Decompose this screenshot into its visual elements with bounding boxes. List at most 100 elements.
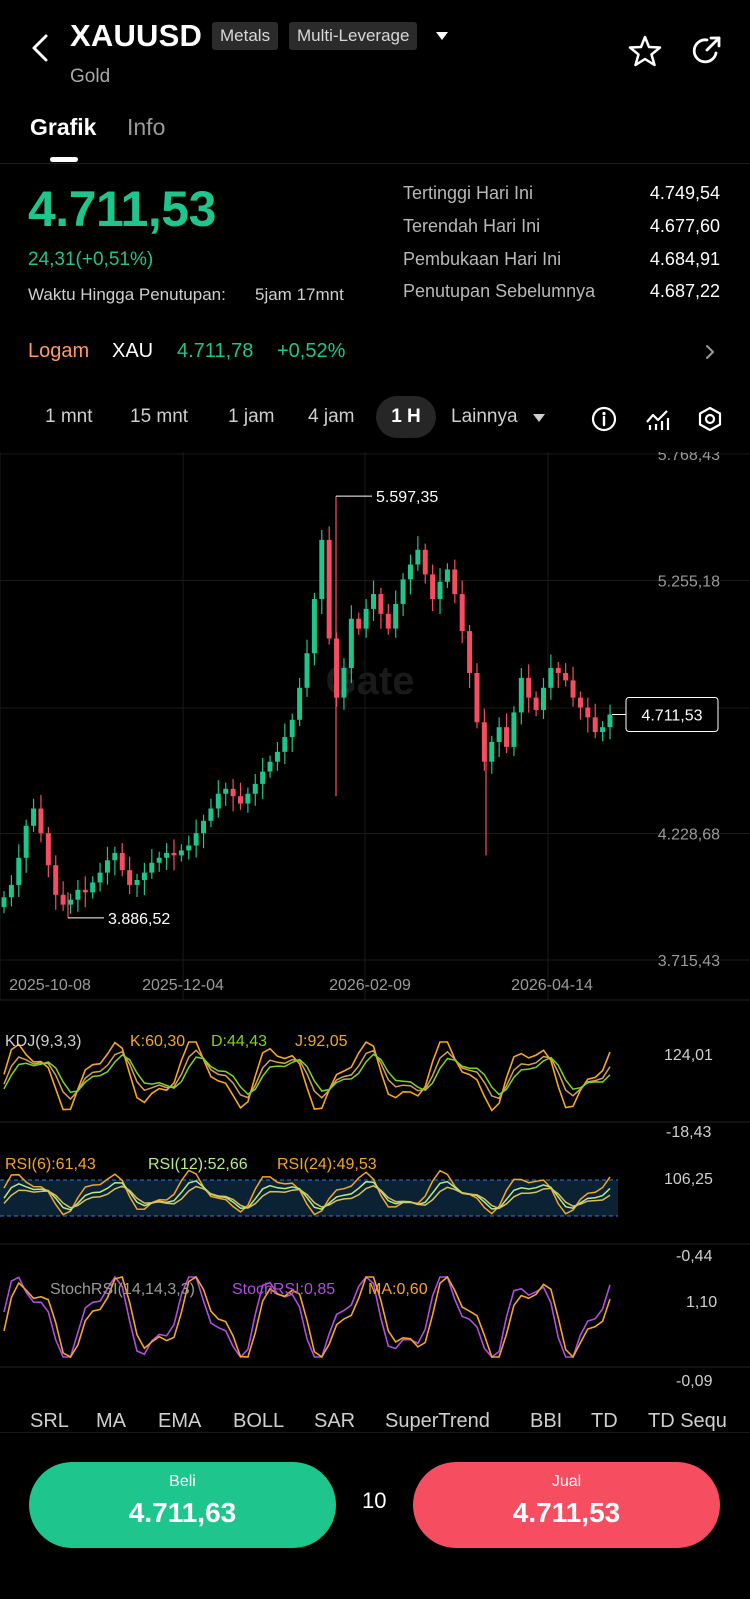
stochrsi-name: StochRSI(14,14,3,3) <box>50 1281 195 1298</box>
rsi12-line <box>3 1180 611 1211</box>
candle-body <box>223 788 229 794</box>
chevron-right-icon[interactable] <box>703 343 717 361</box>
indicator-tab-supertrend[interactable]: SuperTrend <box>385 1410 490 1432</box>
stat-open-label: Pembukaan Hari Ini <box>403 249 562 269</box>
candle-body <box>97 872 103 883</box>
timeframe-4h[interactable]: 4 jam <box>308 406 355 427</box>
sell-price: 4.711,53 <box>512 1497 621 1528</box>
price-chart[interactable]: Gate 5.768,43 5.255,18 4.228,68 3.715,43 20… <box>0 452 750 1412</box>
indicator-tab-bbi[interactable]: BBI <box>530 1410 563 1432</box>
candle-body <box>400 579 406 604</box>
y-tick-label: 5.255,18 <box>658 574 720 591</box>
candle-body <box>378 594 384 614</box>
candle-body <box>540 687 546 710</box>
indicator-tab-boll[interactable]: BOLL <box>233 1410 285 1432</box>
indicator-panels <box>0 1040 618 1359</box>
candle-body <box>437 581 443 600</box>
last-price: 4.711,53 <box>28 181 216 237</box>
timeframe-1h[interactable]: 1 jam <box>228 406 275 427</box>
related-price: 4.711,78 <box>177 340 254 362</box>
candle-body <box>45 833 51 866</box>
back-arrow-icon[interactable] <box>28 30 52 66</box>
settings-icon[interactable] <box>697 406 723 432</box>
candle-body <box>459 594 465 632</box>
candles <box>1 496 613 918</box>
candle-body <box>533 697 539 710</box>
buy-price: 4.711,63 <box>128 1497 237 1528</box>
candle-body <box>496 727 502 742</box>
sell-button[interactable]: Jual 4.711,53 <box>413 1462 720 1548</box>
rsi-band <box>0 1180 618 1216</box>
candle-body <box>555 668 561 673</box>
y-tick-label: 4.228,68 <box>658 827 720 844</box>
stochrsi-top: 1,10 <box>686 1294 718 1311</box>
indicator-tab-td-sequential[interactable]: TD Sequ <box>648 1410 727 1432</box>
candle-body <box>282 737 288 752</box>
indicator-tab-td[interactable]: TD <box>591 1410 618 1432</box>
candle-body <box>186 845 192 851</box>
indicator-tab-ema[interactable]: EMA <box>158 1410 202 1432</box>
stat-prev-close-label: Penutupan Sebelumnya <box>403 281 596 301</box>
divider <box>0 163 750 164</box>
leverage-badge: Multi-Leverage <box>289 22 418 50</box>
indicator-tab-ma[interactable]: MA <box>96 1410 126 1432</box>
candle-body <box>422 549 428 575</box>
price-change: 24,31(+0,51%) <box>28 249 154 270</box>
candle-body <box>326 539 332 639</box>
buy-button[interactable]: Beli 4.711,63 <box>29 1462 336 1548</box>
quantity[interactable]: 10 <box>362 1488 387 1513</box>
candle-body <box>119 852 125 871</box>
candle-body <box>467 631 473 673</box>
candle-body <box>193 833 199 846</box>
y-tick-label: 5.768,43 <box>658 452 720 464</box>
star-icon[interactable] <box>628 34 662 68</box>
candle-body <box>38 808 44 834</box>
stochrsi-bottom: -0,09 <box>676 1373 713 1390</box>
candle-body <box>407 564 413 580</box>
candle-body <box>393 603 399 629</box>
info-icon[interactable] <box>591 406 617 432</box>
buy-label: Beli <box>169 1473 196 1490</box>
candle-body <box>548 668 554 688</box>
candle-body <box>208 808 214 821</box>
indicator-tab-srl[interactable]: SRL <box>30 1410 69 1432</box>
stat-low-value: 4.677,60 <box>649 216 720 236</box>
candle-body <box>274 751 280 762</box>
timeframe-more[interactable]: Lainnya <box>451 406 518 427</box>
candle-body <box>348 618 354 669</box>
candle-body <box>356 618 362 629</box>
timeframe-15m[interactable]: 15 mnt <box>130 406 189 427</box>
chevron-down-icon[interactable] <box>434 28 450 44</box>
indicator-tab-sar[interactable]: SAR <box>314 1410 356 1432</box>
kdj-j-line <box>3 1040 611 1112</box>
candle-body <box>75 889 81 900</box>
stat-open-value: 4.684,91 <box>649 249 720 269</box>
related-change: +0,52% <box>277 340 346 362</box>
chart-annotations: 5.597,35 3.886,52 4.711,53 <box>68 489 719 928</box>
rsi6: RSI(6):61,43 <box>5 1156 96 1173</box>
related-category[interactable]: Logam <box>28 340 90 362</box>
stat-high-value: 4.749,54 <box>649 183 720 203</box>
indicator-icon[interactable] <box>645 406 671 432</box>
candle-body <box>311 599 317 654</box>
rsi24: RSI(24):49,53 <box>277 1156 377 1173</box>
rsi-top: 106,25 <box>664 1171 713 1188</box>
timeframe-1m[interactable]: 1 mnt <box>45 406 93 427</box>
candle-body <box>526 677 532 698</box>
chart-grid <box>0 452 750 1368</box>
high-marker-label: 5.597,35 <box>376 489 438 506</box>
related-symbol[interactable]: XAU <box>112 340 154 362</box>
tab-info[interactable]: Info <box>127 114 166 140</box>
candle-body <box>60 894 66 905</box>
time-to-close-label: Waktu Hingga Penutupan: <box>28 285 226 304</box>
candle-body <box>607 714 613 728</box>
timeframe-1d[interactable]: 1 H <box>376 396 436 438</box>
tab-grafik[interactable]: Grafik <box>30 114 97 140</box>
candle-body <box>363 608 369 629</box>
share-icon[interactable] <box>690 34 724 68</box>
kdj-name: KDJ(9,3,3) <box>5 1033 82 1050</box>
rsi6-line <box>3 1169 611 1216</box>
candle-body <box>237 796 243 804</box>
x-tick-label: 2025-12-04 <box>142 977 224 994</box>
candle-body <box>563 672 569 681</box>
